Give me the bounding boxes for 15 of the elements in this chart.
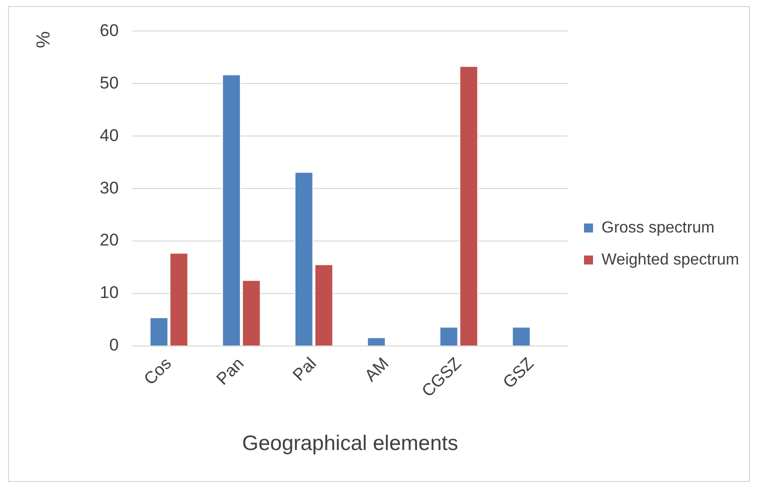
- y-tick-label: 0: [109, 336, 119, 355]
- x-tick-label: Cos: [140, 354, 176, 389]
- x-tick-label: Pal: [289, 354, 320, 385]
- y-tick-label: 60: [100, 20, 119, 40]
- y-tick-label: 50: [100, 73, 119, 92]
- legend-label: Gross spectrum: [602, 219, 714, 236]
- x-tick-label: Pan: [212, 354, 248, 389]
- y-tick-label: 40: [100, 126, 119, 145]
- y-tick-label: 20: [100, 230, 119, 250]
- legend-label: Weighted spectrum: [602, 251, 740, 268]
- y-axis-title: %: [34, 31, 55, 48]
- x-axis-title: Geographical elements: [242, 432, 458, 456]
- y-tick-label: 10: [100, 283, 119, 302]
- y-tick-label: 30: [100, 178, 119, 198]
- x-tick-label: AM: [361, 354, 392, 386]
